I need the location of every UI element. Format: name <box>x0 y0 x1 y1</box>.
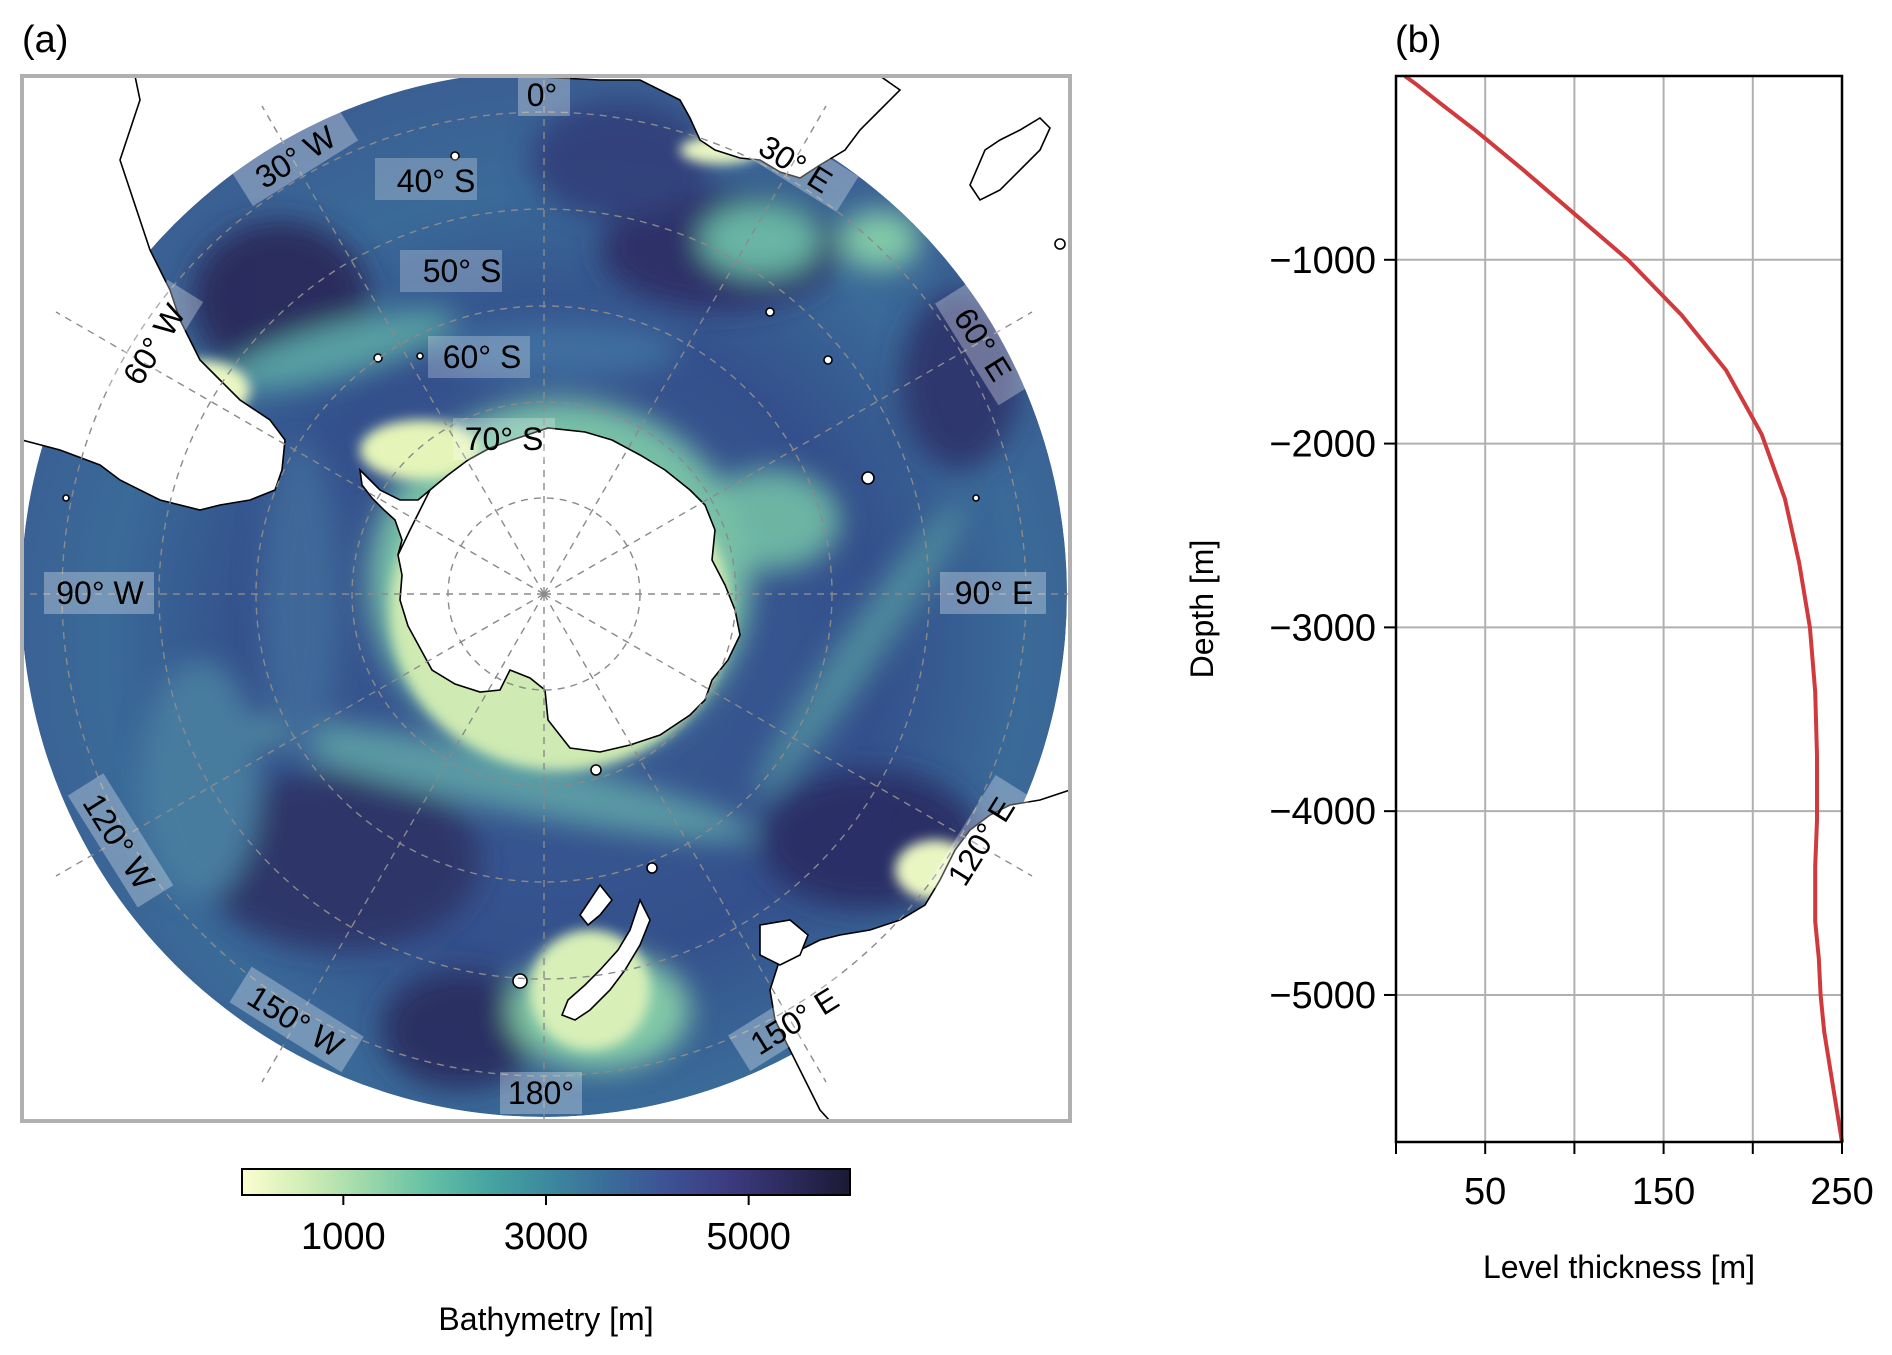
level-thickness-chart: 50 150 250 −5000 −4000 −3000 −2000 −1000 Level… <box>1184 74 1874 1285</box>
south-america <box>22 76 286 511</box>
y-tick-label: −1000 <box>1269 240 1376 282</box>
madagascar <box>969 116 1051 202</box>
map-frame <box>20 74 1072 1123</box>
africa <box>519 76 902 179</box>
x-tick-label: 150 <box>1632 1171 1695 1213</box>
colorbar-ramp <box>241 1168 851 1196</box>
graticule <box>22 76 1070 1121</box>
colorbar-tick-label: 5000 <box>706 1216 791 1258</box>
lat-label-40s: 40° S <box>397 163 476 199</box>
panel-a-label: (a) <box>22 19 68 61</box>
lon-label-90e: 90° E <box>955 575 1034 611</box>
colorbar: 1000 3000 5000 Bathymetry [m] <box>241 1168 851 1337</box>
new-zealand-south <box>560 897 651 1021</box>
latitude-labels: 40° S 50° S 60° S 70° S <box>375 158 555 460</box>
colorbar-ticks: 1000 3000 5000 <box>301 1195 791 1258</box>
lon-label-90w: 90° W <box>56 575 144 611</box>
x-axis-ticks: 50 150 250 <box>1395 1142 1874 1213</box>
new-zealand-north <box>579 883 614 927</box>
x-tick-label: 50 <box>1464 1171 1506 1213</box>
antarctic-peninsula <box>358 467 431 556</box>
chart-grid <box>1396 76 1842 1142</box>
chart-frame <box>1394 74 1844 1144</box>
y-tick-label: −2000 <box>1269 424 1376 466</box>
lat-label-50s: 50° S <box>423 253 502 289</box>
lon-label-0: 0° <box>527 77 558 113</box>
y-axis-label: Depth [m] <box>1184 540 1220 679</box>
y-tick-label: −4000 <box>1269 791 1376 833</box>
x-tick-label: 250 <box>1810 1171 1873 1213</box>
colorbar-label: Bathymetry [m] <box>438 1301 653 1337</box>
level-thickness-line <box>1403 74 1844 1143</box>
map-panel: 40° S 50° S 60° S 70° S 0° 30° E 60° E 9… <box>22 76 1070 1121</box>
y-tick-label: −5000 <box>1269 975 1376 1017</box>
colorbar-tick-label: 3000 <box>504 1216 589 1258</box>
lat-label-70s: 70° S <box>465 421 544 457</box>
tasmania <box>759 919 809 966</box>
y-tick-label: −3000 <box>1269 607 1376 649</box>
y-axis-ticks: −5000 −4000 −3000 −2000 −1000 <box>1269 240 1396 1017</box>
x-axis-label: Level thickness [m] <box>1483 1249 1755 1285</box>
australia <box>769 789 1070 1121</box>
lon-label-180: 180° <box>508 1075 574 1111</box>
panel-b-label: (b) <box>1395 19 1441 61</box>
land-masses <box>22 76 1070 1121</box>
lat-label-60s: 60° S <box>443 339 522 375</box>
colorbar-tick-label: 1000 <box>301 1216 386 1258</box>
